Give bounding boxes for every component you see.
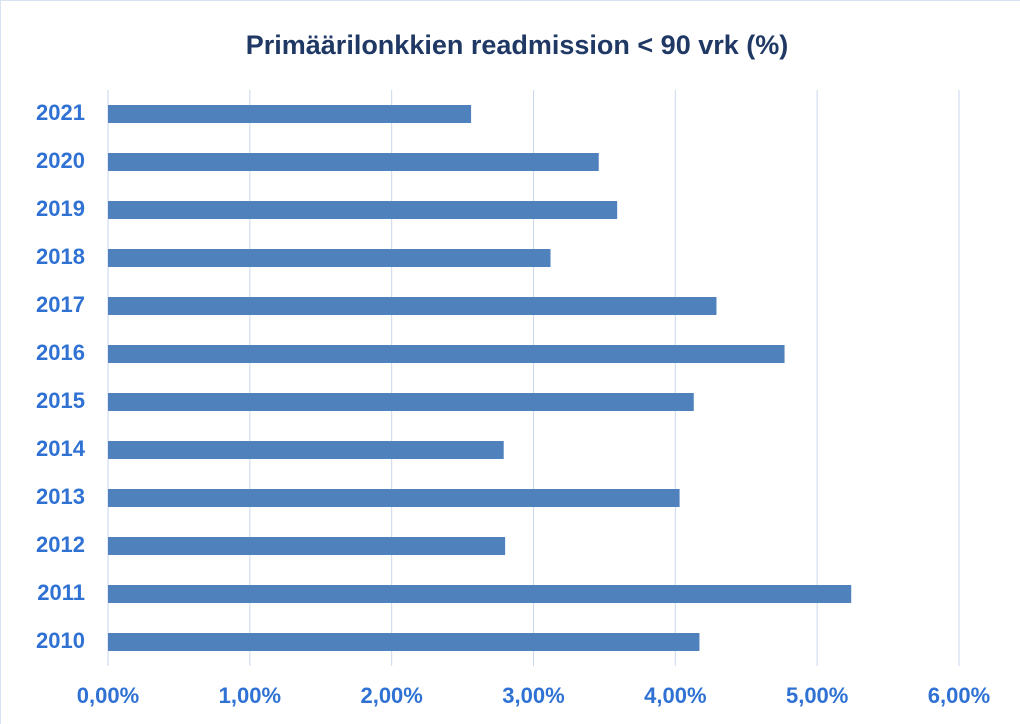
- chart-title: Primäärilonkkien readmission < 90 vrk (%…: [246, 30, 789, 60]
- bar: [108, 537, 506, 555]
- y-tick-label: 2020: [36, 148, 85, 173]
- y-tick-label: 2019: [36, 196, 85, 221]
- bar: [108, 633, 700, 651]
- bar: [108, 153, 599, 171]
- y-tick-label: 2011: [37, 580, 85, 605]
- y-tick-label: 2013: [36, 484, 85, 509]
- x-tick-label: 1,00%: [219, 683, 281, 708]
- x-tick-label: 6,00%: [928, 683, 990, 708]
- y-tick-label: 2021: [36, 100, 85, 125]
- y-tick-label: 2017: [36, 292, 85, 317]
- x-tick-label: 0,00%: [77, 683, 139, 708]
- x-tick-label: 5,00%: [786, 683, 848, 708]
- bar: [108, 393, 694, 411]
- y-tick-label: 2010: [36, 628, 85, 653]
- bar: [108, 489, 680, 507]
- bar: [108, 201, 618, 219]
- y-tick-label: 2016: [36, 340, 85, 365]
- x-tick-label: 2,00%: [360, 683, 422, 708]
- bar: [108, 441, 504, 459]
- bar: [108, 249, 551, 267]
- bar: [108, 345, 785, 363]
- bar: [108, 585, 852, 603]
- x-tick-label: 4,00%: [644, 683, 706, 708]
- y-tick-label: 2012: [36, 532, 85, 557]
- y-tick-label: 2014: [36, 436, 86, 461]
- y-tick-label: 2018: [36, 244, 85, 269]
- bar: [108, 297, 717, 315]
- x-tick-label: 3,00%: [502, 683, 564, 708]
- y-tick-label: 2015: [36, 388, 85, 413]
- bar: [108, 105, 472, 123]
